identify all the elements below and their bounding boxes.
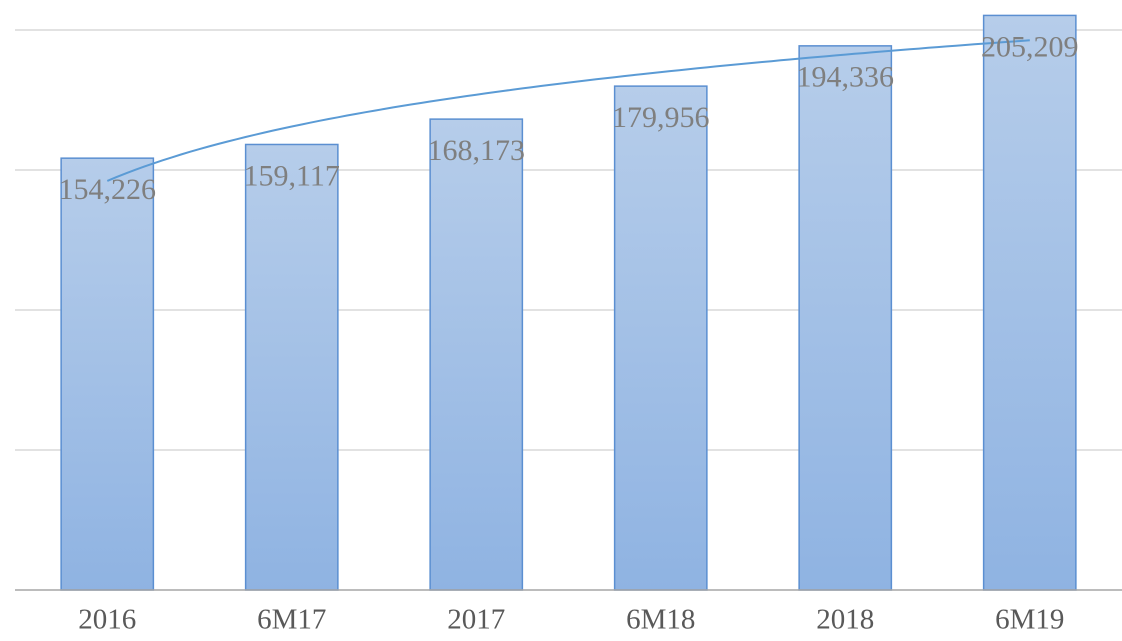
- bar: [244, 143, 339, 591]
- data-label: 205,209: [981, 30, 1079, 63]
- data-label: 194,336: [797, 61, 895, 94]
- x-tick-label: 2018: [816, 604, 874, 636]
- x-tick-label: 2016: [78, 604, 136, 636]
- x-tick-label: 2017: [447, 604, 505, 636]
- data-label: 168,173: [428, 134, 526, 167]
- x-tick-label: 6M18: [626, 604, 695, 636]
- data-label: 159,117: [244, 159, 340, 192]
- x-tick-label: 6M17: [257, 604, 326, 636]
- bar: [613, 85, 708, 591]
- bar: [982, 14, 1077, 591]
- x-tick-label: 6M19: [995, 604, 1064, 636]
- bar: [798, 45, 893, 591]
- data-label: 179,956: [612, 101, 710, 134]
- bar: [429, 118, 524, 591]
- trendline: [106, 39, 1030, 182]
- data-label: 154,226: [59, 173, 157, 206]
- bar: [60, 157, 155, 591]
